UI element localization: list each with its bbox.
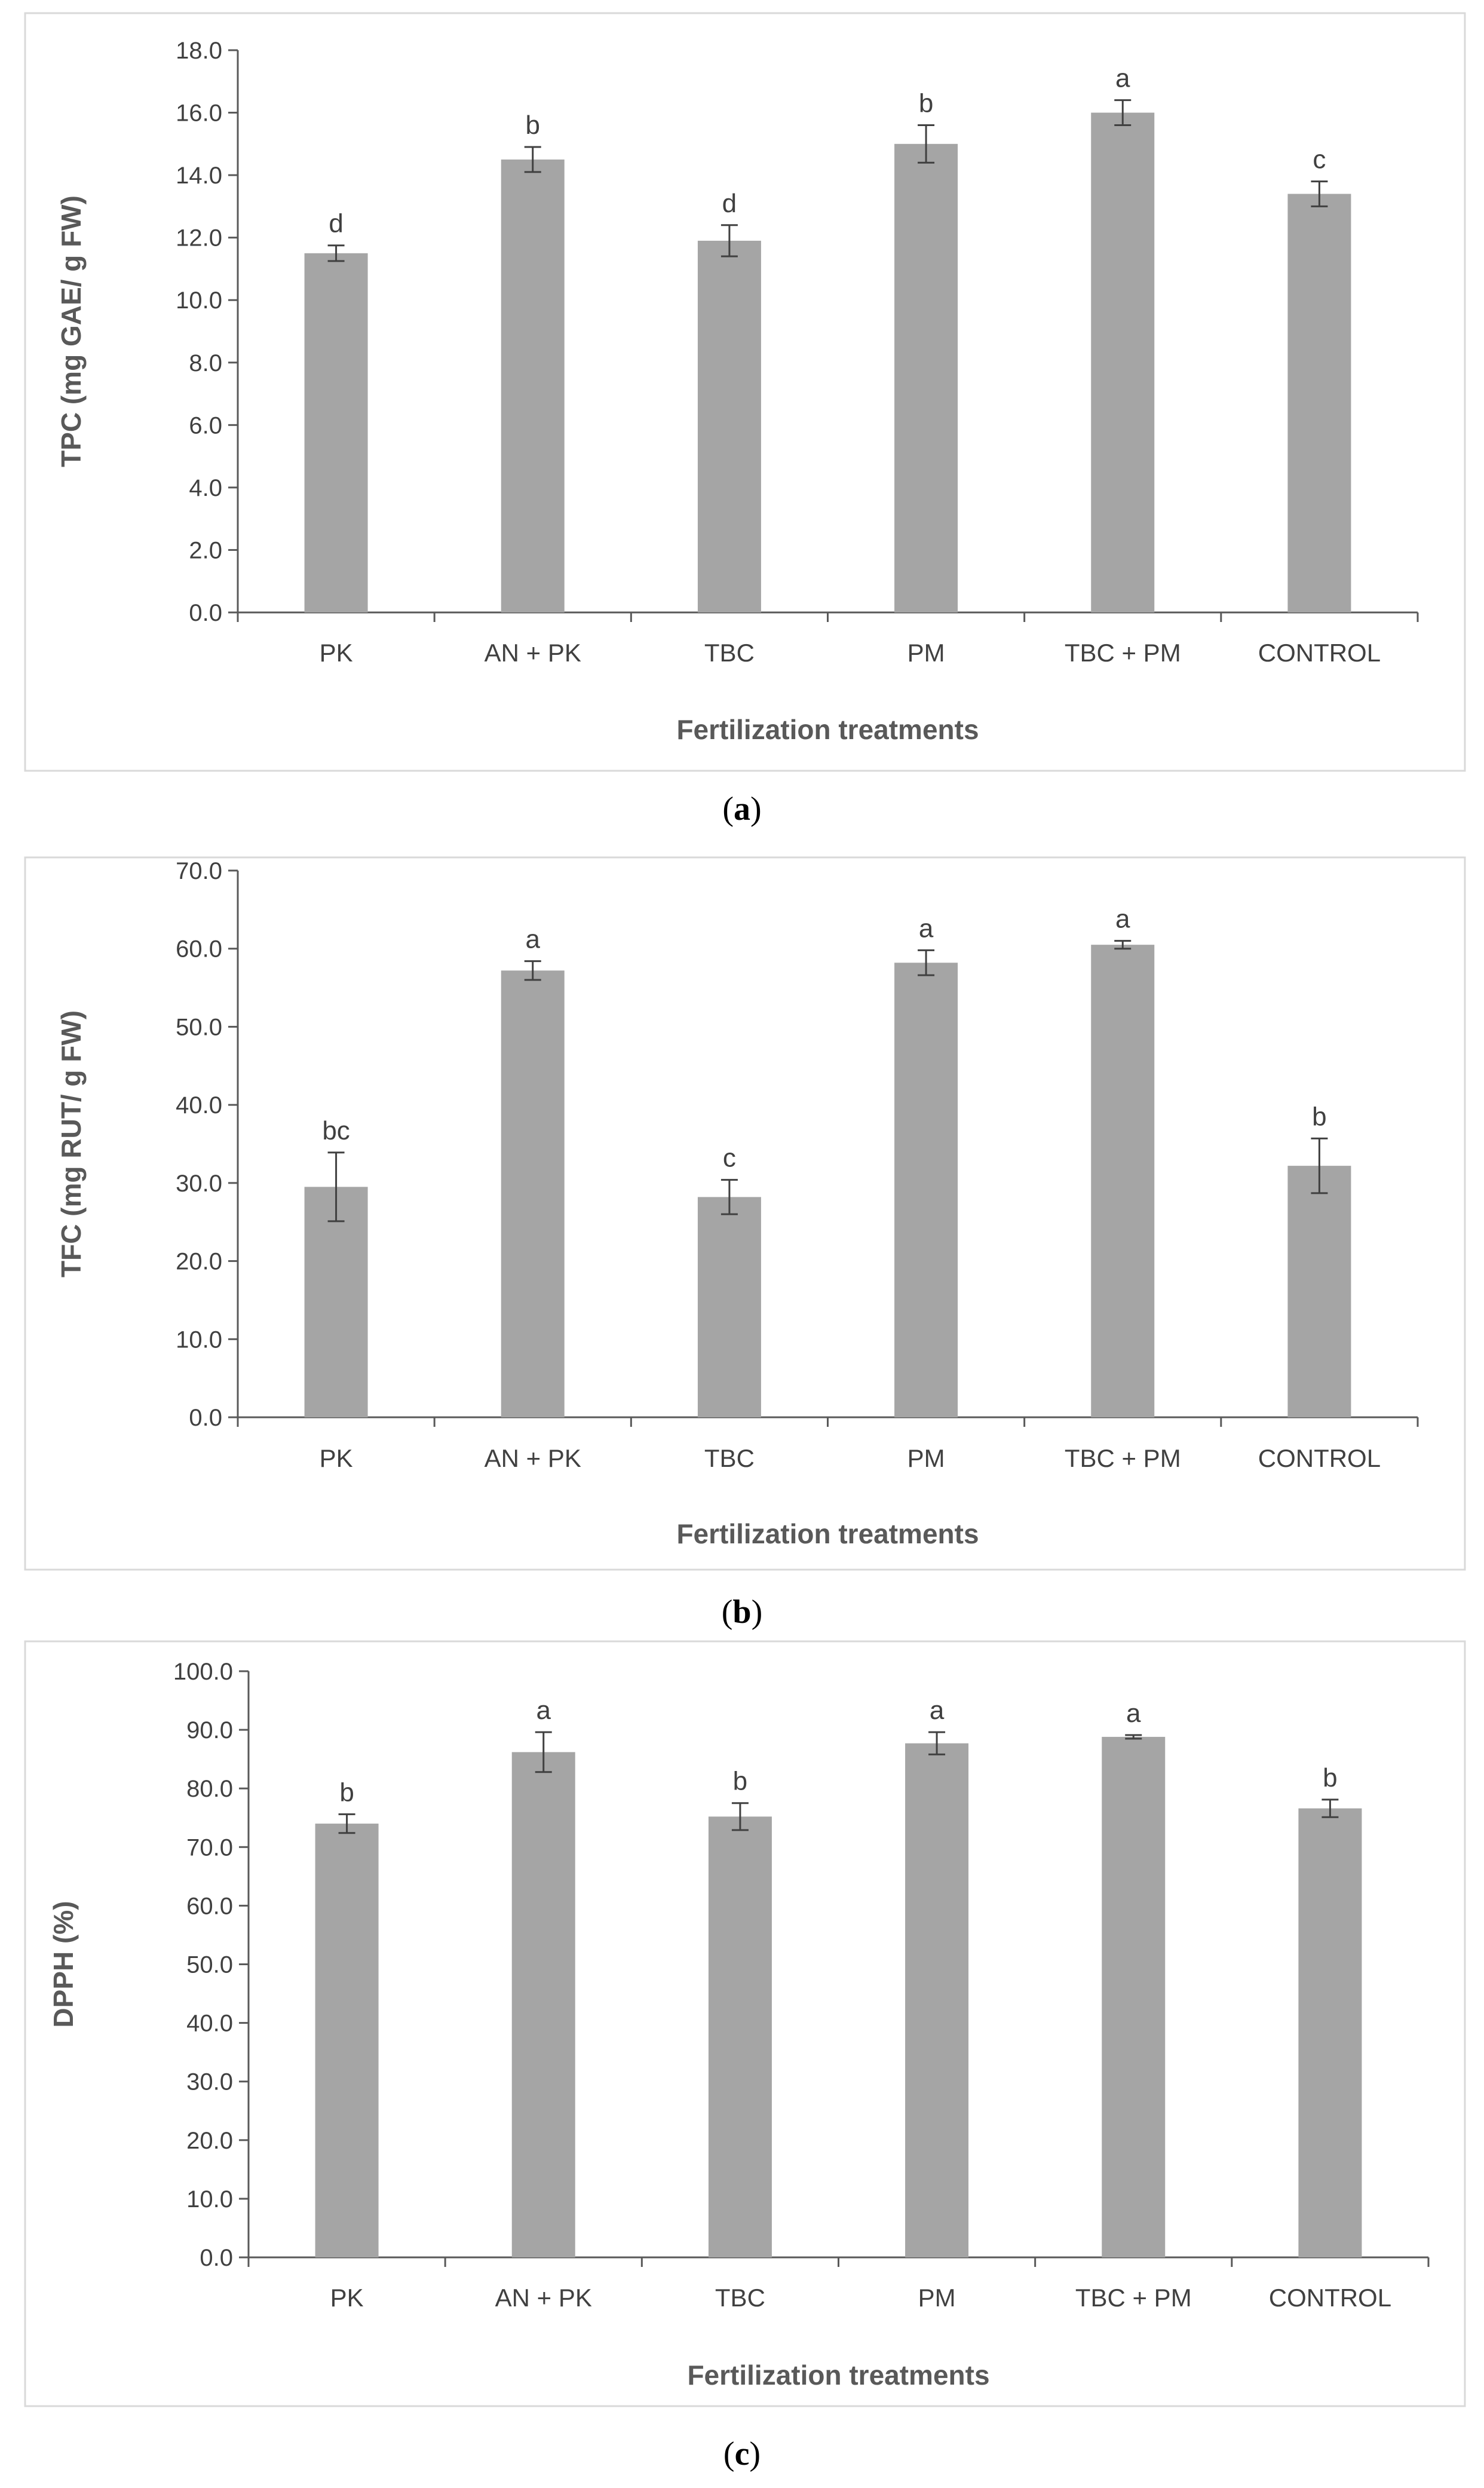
chart-c-y-axis-title: DPPH (%) — [48, 1901, 79, 2027]
chart-c-bar — [511, 1752, 575, 2257]
chart-a-bar — [1287, 194, 1351, 612]
chart-c-bar — [1298, 1808, 1362, 2257]
chart-b-category-label: PK — [320, 1444, 353, 1472]
chart-c-y-tick-label: 100.0 — [173, 1659, 233, 1685]
chart-a-y-tick-label: 4.0 — [189, 475, 222, 501]
chart-a-category-label: PM — [907, 639, 945, 667]
chart-b-significance-letter: bc — [322, 1116, 349, 1145]
chart-a-significance-letter: b — [526, 111, 540, 140]
chart-c-y-tick-label: 0.0 — [200, 2245, 233, 2271]
chart-b-bar — [894, 963, 958, 1417]
chart-c-category-label: TBC + PM — [1075, 2284, 1192, 2312]
chart-b-significance-letter: a — [1115, 905, 1130, 934]
chart-a-bar — [1091, 112, 1155, 613]
chart-a-y-tick-label: 16.0 — [176, 100, 222, 127]
chart-b-y-axis-title: TFC (mg RUT/ g FW) — [56, 1010, 87, 1277]
chart-c-panel: 0.0 10.0 20.0 30.0 40.0 50.0 60.0 70.0 80.0 90.0 1… — [24, 1640, 1466, 2472]
chart-b-y-tick-label: 40.0 — [176, 1092, 222, 1119]
chart-b-bar — [697, 1197, 761, 1417]
chart-a-category-label: AN + PK — [485, 639, 581, 667]
chart-c-caption-letter: c — [735, 2435, 750, 2472]
chart-a-category-label: CONTROL — [1258, 639, 1381, 667]
chart-c-bar — [905, 1743, 969, 2257]
chart-a-y-axis-title: TPC (mg GAE/ g FW) — [56, 195, 87, 467]
chart-b-bar — [304, 1187, 368, 1417]
chart-a-significance-letter: d — [722, 189, 737, 218]
chart-b-significance-letter: c — [723, 1144, 736, 1173]
chart-c-y-tick-label: 50.0 — [186, 1952, 233, 1978]
chart-c-category-label: CONTROL — [1269, 2284, 1391, 2312]
chart-a-bar — [894, 143, 958, 613]
chart-c-significance-letter: a — [536, 1696, 551, 1725]
chart-b-category-label: AN + PK — [485, 1444, 581, 1472]
chart-c-category-label: TBC — [715, 2284, 765, 2312]
chart-a-category-label: TBC — [704, 639, 755, 667]
chart-a-caption: (a) — [722, 790, 761, 828]
chart-a-y-tick-label: 14.0 — [176, 163, 222, 189]
chart-a-significance-letter: b — [919, 88, 933, 118]
chart-c-y-tick-label: 20.0 — [186, 2128, 233, 2154]
chart-c-significance-letter: a — [930, 1696, 945, 1725]
chart-b-y-tick-label: 30.0 — [176, 1171, 222, 1197]
chart-b-y-tick-label: 60.0 — [176, 936, 222, 963]
chart-b-y-tick-label: 50.0 — [176, 1014, 222, 1040]
chart-a-y-tick-label: 6.0 — [189, 412, 222, 439]
chart-a-y-tick-label: 0.0 — [189, 600, 222, 626]
chart-a-y-tick-label: 18.0 — [176, 38, 222, 64]
chart-a-bar — [697, 240, 761, 613]
chart-c-y-tick-label: 60.0 — [186, 1893, 233, 1919]
chart-b-y-tick-label: 10.0 — [176, 1326, 222, 1353]
chart-a-significance-letter: d — [329, 209, 343, 238]
chart-c-y-tick-label: 40.0 — [186, 2011, 233, 2037]
chart-b-category-label: PM — [907, 1444, 945, 1472]
chart-c-y-tick-label: 10.0 — [186, 2186, 233, 2213]
chart-a-y-tick-label: 10.0 — [176, 287, 222, 314]
chart-c-category-label: PM — [918, 2284, 956, 2312]
chart-b-bar — [1287, 1166, 1351, 1417]
chart-a-bar — [304, 253, 368, 612]
chart-a-y-tick-label: 8.0 — [189, 350, 222, 376]
chart-c-category-label: AN + PK — [495, 2284, 592, 2312]
chart-a-significance-letter: c — [1313, 145, 1326, 174]
chart-a-panel: 0.0 2.0 4.0 6.0 8.0 10.0 12.0 14.0 16.0 18.0 d PK b A… — [24, 12, 1466, 828]
chart-c-y-tick-label: 30.0 — [186, 2069, 233, 2095]
chart-c-bar — [315, 1824, 379, 2257]
chart-b-y-tick-label: 0.0 — [189, 1405, 222, 1431]
chart-c-significance-letter: b — [1323, 1763, 1337, 1793]
chart-c-significance-letter: a — [1126, 1699, 1141, 1728]
chart-c-y-tick-label: 90.0 — [186, 1717, 233, 1744]
chart-a-category-label: TBC + PM — [1065, 639, 1181, 667]
chart-c-bar — [1102, 1736, 1166, 2257]
chart-b-category-label: CONTROL — [1258, 1444, 1381, 1472]
chart-c-x-axis-title: Fertilization treatments — [687, 2360, 989, 2391]
chart-b-significance-letter: a — [526, 925, 541, 954]
chart-a-category-label: PK — [320, 639, 353, 667]
chart-a-y-tick-label: 12.0 — [176, 225, 222, 252]
chart-c-significance-letter: b — [339, 1778, 354, 1807]
chart-a-x-axis-title: Fertilization treatments — [676, 714, 979, 745]
chart-b-x-axis-title: Fertilization treatments — [676, 1518, 979, 1549]
chart-b-bar — [501, 970, 565, 1417]
chart-b-category-label: TBC — [704, 1444, 755, 1472]
chart-a-y-tick-label: 2.0 — [189, 537, 222, 563]
chart-b-y-tick-label: 20.0 — [176, 1249, 222, 1275]
chart-b-y-tick-label: 70.0 — [176, 858, 222, 884]
chart-b-bar — [1091, 945, 1155, 1417]
chart-b-significance-letter: b — [1312, 1102, 1326, 1131]
chart-a-significance-letter: a — [1115, 64, 1130, 93]
chart-b-caption: (b) — [722, 1594, 762, 1631]
chart-c-y-tick-label: 80.0 — [186, 1776, 233, 1802]
chart-b-significance-letter: a — [919, 914, 934, 943]
chart-a-bar — [501, 159, 565, 612]
chart-a-caption-letter: a — [734, 790, 750, 828]
chart-b-caption-letter: b — [732, 1594, 751, 1631]
chart-c-significance-letter: b — [733, 1767, 747, 1796]
chart-c-y-tick-label: 70.0 — [186, 1834, 233, 1861]
chart-c-caption: (c) — [723, 2435, 761, 2472]
chart-c-category-label: PK — [330, 2284, 364, 2312]
chart-b-category-label: TBC + PM — [1065, 1444, 1181, 1472]
chart-c-bar — [708, 1816, 772, 2257]
